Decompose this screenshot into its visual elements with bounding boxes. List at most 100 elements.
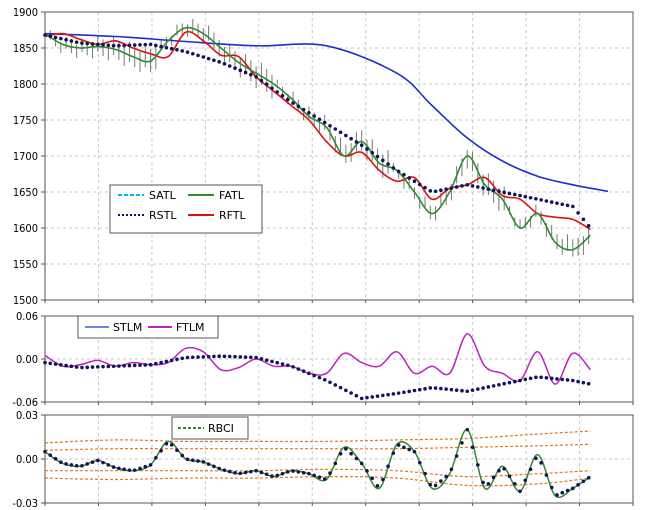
series-stlm-point xyxy=(212,354,216,359)
series-stlm-point xyxy=(481,386,485,390)
y-tick-label: 0.06 xyxy=(16,310,38,323)
series-rbci-point xyxy=(201,460,206,464)
series-stlm-point xyxy=(201,355,206,359)
series-rbci-point xyxy=(90,460,95,465)
series-rstl-point xyxy=(280,93,285,98)
series-rbci-point xyxy=(101,460,105,465)
rbci-band-4 xyxy=(44,475,591,487)
y-tick-label: 0.03 xyxy=(16,409,38,422)
series-stlm-point xyxy=(502,381,506,386)
y-tick-label: 1750 xyxy=(13,114,38,127)
series-stlm-point xyxy=(507,380,512,385)
y-tick-label: 1800 xyxy=(13,78,38,91)
series-rstl-point xyxy=(359,143,364,147)
series-rstl-point xyxy=(491,188,496,192)
series-rbci-point xyxy=(285,470,290,474)
series-stlm-point xyxy=(354,393,359,398)
series-rbci-point xyxy=(264,472,269,477)
series-rbci-point xyxy=(359,461,364,466)
series-stlm-point xyxy=(53,362,58,366)
series-rstl-point xyxy=(190,51,195,56)
series-rstl-point xyxy=(59,36,63,41)
series-rstl-point xyxy=(111,43,116,48)
series-rbci-point xyxy=(117,466,121,471)
series-rstl-point xyxy=(581,217,586,222)
series-stlm-point xyxy=(423,387,427,391)
series-rstl-point xyxy=(138,43,142,47)
series-rbci-point xyxy=(449,467,454,472)
series-rstl-point xyxy=(85,41,90,46)
series-rstl-point xyxy=(270,86,274,90)
series-rstl-point xyxy=(439,188,443,192)
series-rstl-point xyxy=(117,43,121,48)
series-rbci-point xyxy=(512,481,517,486)
series-rbci-point xyxy=(470,445,475,450)
series-rbci-point xyxy=(423,471,427,476)
series-stlm-point xyxy=(555,377,559,381)
series-stlm-point xyxy=(412,388,417,393)
series-rstl-point xyxy=(576,211,580,215)
rbci-band-1 xyxy=(44,430,591,444)
series-rbci-point xyxy=(43,449,47,454)
series-rbci-point xyxy=(185,457,190,462)
series-rbci-point xyxy=(48,453,53,457)
series-rbci-point xyxy=(481,480,485,485)
series-rbci-point xyxy=(507,474,512,479)
y-tick-label: 1650 xyxy=(13,186,38,199)
series-rstl-point xyxy=(412,179,417,183)
series-rstl-point xyxy=(518,193,522,198)
series-stlm-point xyxy=(301,369,306,373)
series-rstl-point xyxy=(333,127,338,131)
legend-label-rstl: RSTL xyxy=(149,209,177,222)
series-rbci-point xyxy=(106,463,111,467)
series-rbci-point xyxy=(233,470,237,475)
series-rstl-point xyxy=(90,42,95,46)
series-rstl-point xyxy=(523,194,528,199)
series-stlm-point xyxy=(512,379,517,384)
series-stlm-point xyxy=(117,364,121,368)
series-stlm-point xyxy=(169,358,174,363)
series-rstl-point xyxy=(154,43,158,48)
series-stlm-point xyxy=(386,392,390,397)
series-rstl-point xyxy=(164,45,169,50)
series-rbci-point xyxy=(402,445,406,450)
series-rstl-point xyxy=(296,104,301,109)
series-rbci-point xyxy=(476,463,480,467)
series-rstl-point xyxy=(344,133,348,138)
series-rstl-point xyxy=(201,55,206,59)
series-stlm-point xyxy=(317,375,322,380)
series-stlm-point xyxy=(132,363,137,368)
series-rbci-point xyxy=(412,449,417,454)
series-rstl-point xyxy=(64,37,68,42)
series-rstl-point xyxy=(349,136,353,141)
series-rstl-point xyxy=(74,40,79,44)
rbci-band-2 xyxy=(44,443,591,451)
series-stlm-point xyxy=(402,390,406,395)
series-rbci-point xyxy=(312,473,316,478)
series-rbci-point xyxy=(523,478,528,483)
series-rbci-point xyxy=(227,469,232,474)
series-rstl-point xyxy=(249,72,253,77)
series-rstl-point xyxy=(407,176,411,180)
series-rstl-point xyxy=(476,185,480,189)
series-stlm-point xyxy=(238,355,243,359)
series-rstl-point xyxy=(291,101,295,105)
series-rstl-point xyxy=(460,184,464,188)
series-rbci-point xyxy=(486,482,491,486)
series-stlm-point xyxy=(523,377,528,382)
series-stlm-point xyxy=(491,384,496,388)
series-stlm-point xyxy=(565,378,570,382)
series-rstl-point xyxy=(180,49,185,53)
series-rstl-point xyxy=(433,189,438,194)
series-rstl-point xyxy=(206,56,211,61)
series-stlm-point xyxy=(433,386,438,390)
legend-box xyxy=(109,184,263,234)
series-stlm-point xyxy=(90,365,95,369)
panel-frame xyxy=(44,414,634,504)
series-stlm-point xyxy=(381,393,385,398)
series-stlm-point xyxy=(275,360,280,365)
series-stlm-point xyxy=(233,354,237,359)
series-fatl-line xyxy=(44,26,591,251)
legend-panel-1: SATL FATL RSTL RFTL xyxy=(109,184,263,234)
series-rbci-point xyxy=(338,451,343,456)
